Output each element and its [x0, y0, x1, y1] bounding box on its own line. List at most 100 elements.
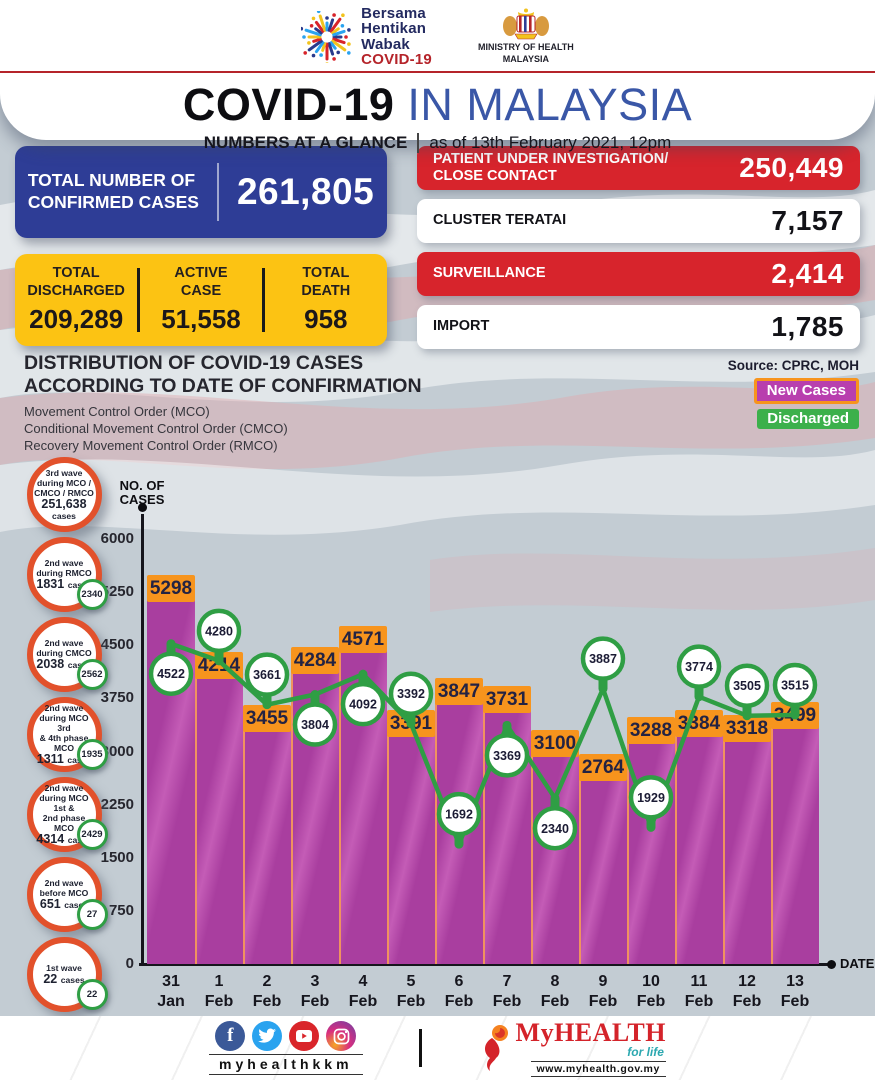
ministry-text: MINISTRY OF HEALTH MALAYSIA	[477, 42, 574, 64]
stat-cell-label: TOTAL DISCHARGED	[27, 265, 125, 299]
y-tick-label: 4500	[100, 636, 134, 654]
wave-text-line: & 4th phase MCO	[39, 733, 89, 754]
x-tick-label: 9 Feb	[588, 973, 618, 1010]
discharged-point	[388, 671, 434, 716]
stat-cell: TOTAL DISCHARGED 209,289	[15, 265, 137, 335]
newcases-bar-11-feb	[675, 724, 723, 964]
social-icons: f	[215, 1021, 357, 1051]
social-handle: myhealthkkm	[209, 1054, 363, 1075]
wave-text-line: during CMCO	[36, 647, 92, 658]
x-tick-label: 5 Feb	[396, 973, 426, 1010]
x-tick-label: 1 Feb	[204, 973, 234, 1010]
myhealth-url[interactable]: www.myhealth.gov.my	[530, 1060, 666, 1077]
confirmed-cases-box: TOTAL NUMBER OF CONFIRMED CASES 261,805	[15, 146, 387, 238]
newcases-bar-31-jan	[147, 589, 195, 964]
confirmed-cases-label: TOTAL NUMBER OF CONFIRMED CASES	[27, 170, 199, 212]
y-tick-label: 5250	[100, 583, 134, 601]
x-tick-label: 2 Feb	[252, 973, 282, 1010]
legend-item-new-cases: New Cases	[753, 378, 859, 404]
y-tick-label: 2250	[100, 795, 134, 813]
x-tick-label: 4 Feb	[348, 973, 378, 1010]
discharged-point	[580, 636, 626, 681]
wave-summary-circle: 2nd wave during MCO 3rd & 4th phase MCO 131…	[26, 697, 108, 772]
newcases-value-label: 3455	[243, 705, 291, 732]
x-tick-label: 7 Feb	[492, 973, 522, 1010]
wave-discharged-badge: 27	[76, 899, 108, 930]
discharged-active-death-box: TOTAL DISCHARGED 209,289 ACTIVE CASE 51,558…	[15, 254, 387, 346]
instagram-icon[interactable]	[326, 1021, 357, 1051]
stats-left-column: TOTAL NUMBER OF CONFIRMED CASES 261,805 …	[15, 146, 387, 349]
wave-summary-circle: 3rd wave during MCO / CMCO / RMCO 251,638 ca…	[26, 457, 102, 532]
wave-summary-circle: 2nd wave before MCO 651 cases 27	[26, 857, 108, 932]
x-tick-label: 13 Feb	[780, 973, 810, 1010]
wave-text-line: 2nd wave	[44, 702, 84, 713]
wave-discharged-badge: 1935	[76, 739, 108, 770]
mco-definition-line: Movement Control Order (MCO)	[24, 404, 210, 419]
wave-summary-circle: 1st wave 22 cases 22	[26, 937, 108, 1012]
newcases-bar-6-feb	[435, 692, 483, 964]
x-axis-end-dot	[827, 960, 836, 969]
discharged-point-value: 3392	[397, 687, 425, 701]
newcases-bar-9-feb	[579, 768, 627, 964]
stat-row-label: IMPORT	[433, 318, 490, 335]
social-block: f myhealthkkm	[209, 1021, 363, 1075]
myhealth-brand[interactable]: MyHEALTH for life www.myhealth.gov.my	[478, 1019, 666, 1077]
discharged-point	[724, 663, 770, 708]
confirmed-box-divider	[216, 163, 219, 221]
wave-discharged-badge: 2340	[76, 579, 108, 610]
x-tick-label: 31 Jan	[157, 973, 185, 1010]
newcases-bar-3-feb	[291, 661, 339, 964]
wave-text-line: 3rd wave	[45, 467, 83, 478]
facebook-icon[interactable]: f	[215, 1021, 246, 1051]
discharged-point-value: 3505	[733, 679, 761, 693]
x-tick-label: 10 Feb	[636, 973, 666, 1010]
subtitle-bold: NUMBERS AT A GLANCE	[203, 133, 408, 153]
x-tick-label: 3 Feb	[300, 973, 330, 1010]
mco-definition-line: Conditional Movement Control Order (CMCO…	[24, 421, 288, 437]
stat-cell: ACTIVE CASE 51,558	[140, 265, 262, 335]
wave-text-line: 2nd wave	[44, 637, 84, 648]
wave-discharged-badge: 22	[76, 979, 108, 1010]
x-tick-label: 12 Feb	[732, 973, 762, 1010]
y-tick-label: 3750	[100, 689, 134, 707]
x-axis-line	[139, 963, 831, 966]
y-axis-line	[141, 514, 144, 966]
wave-cases-suffix: cases	[52, 511, 76, 522]
legend-item-discharged: Discharged	[757, 409, 859, 429]
newcases-value-label: 4284	[291, 647, 339, 674]
campaign-logo-text: Bersama Hentikan Wabak COVID-19	[361, 5, 432, 68]
stat-row-label: SURVEILLANCE	[433, 265, 546, 282]
stat-row-label: CLUSTER TERATAI	[433, 212, 567, 229]
twitter-icon[interactable]	[252, 1021, 283, 1051]
youtube-icon[interactable]	[289, 1021, 320, 1051]
stat-cell-label: TOTAL DEATH	[301, 265, 351, 299]
myhealth-logo-icon	[484, 1025, 508, 1071]
discharged-point-value: 4280	[205, 624, 233, 638]
stats-right-column: PATIENT UNDER INVESTIGATION/ CLOSE CONTA…	[417, 146, 860, 349]
footer: f myhealthkkm MyHEAL	[0, 1016, 875, 1080]
newcases-value-label: 4214	[195, 652, 243, 679]
campaign-starburst-icon	[301, 10, 351, 63]
newcases-value-label: 4571	[339, 626, 387, 653]
title-in-malaysia: IN MALAYSIA	[407, 79, 693, 131]
newcases-value-label: 3100	[531, 730, 579, 757]
newcases-bar-5-feb	[387, 724, 435, 964]
wave-case-count: 22 cases	[43, 972, 85, 986]
y-tick-label: 750	[108, 901, 134, 919]
subtitle-divider	[417, 133, 420, 154]
y-axis-title: NO. OF CASES	[119, 478, 165, 508]
header-card: Bersama Hentikan Wabak COVID-19	[0, 0, 875, 154]
stat-row-value: 2,414	[771, 258, 844, 289]
stat-row: PATIENT UNDER INVESTIGATION/ CLOSE CONTA…	[417, 146, 860, 190]
wave-discharged-badge: 2562	[76, 659, 108, 690]
wave-text-line: before MCO	[39, 887, 89, 898]
stat-row-value: 7,157	[771, 205, 844, 236]
chart-legend: New Cases Discharged	[753, 378, 859, 429]
wave-summary-circle: 2nd wave during MCO 1st & 2nd phase MCO 431…	[26, 777, 108, 852]
discharged-point-value: 3515	[781, 679, 809, 693]
newcases-value-label: 3384	[675, 710, 723, 737]
wave-discharged-badge: 2429	[76, 819, 108, 850]
